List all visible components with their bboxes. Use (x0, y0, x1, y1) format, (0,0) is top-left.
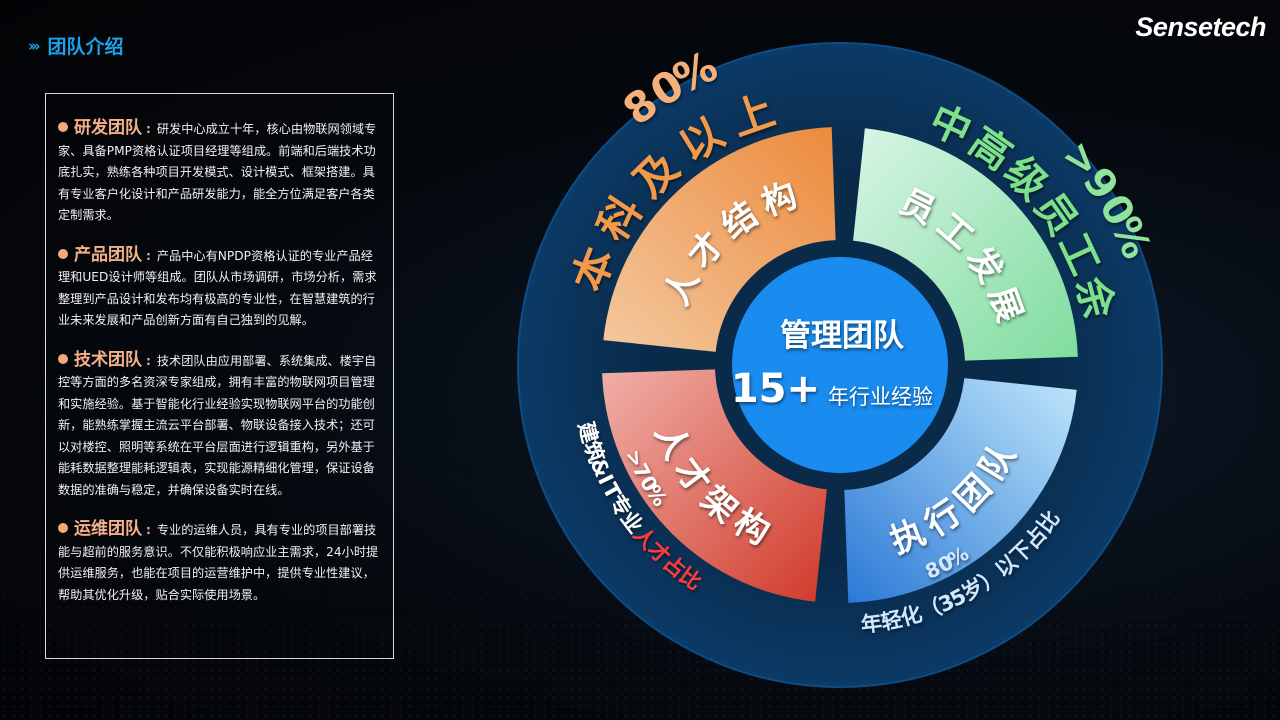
center-title: 管理团队 (780, 318, 905, 354)
center-circle (732, 257, 948, 473)
team-desc: 专业的运维人员，具有专业的项目部署技能与超前的服务意识。不仅能积极响应业主需求，… (58, 523, 379, 602)
team-desc: 研发中心成立十年，核心由物联网领域专家、具备PMP资格认证项目经理等组成。前端和… (58, 122, 377, 222)
page-title-text: 团队介绍 (47, 36, 124, 58)
segment-employee-development (853, 128, 1078, 361)
team-name: 研发团队 (74, 118, 142, 138)
team-desc: 技术团队由应用部署、系统集成、楼宇自控等方面的多名资深专家组成，拥有丰富的物联网… (58, 353, 377, 497)
triple-chevron-icon: ››› (28, 36, 40, 55)
team-item: 运维团队: 专业的运维人员，具有专业的项目部署技能与超前的服务意识。不仅能积极响应… (58, 519, 379, 602)
bullet-icon (58, 353, 68, 364)
team-item: 产品团队: 产品中心有NPDP资格认证的专业产品经理和UED设计师等组成。团队从市… (58, 244, 377, 328)
team-name: 产品团队 (74, 244, 142, 265)
team-item: 技术团队: 技术团队由应用部署、系统集成、楼宇自控等方面的多名资深专家组成，拥有丰… (58, 349, 377, 497)
team-name: 运维团队 (74, 519, 142, 539)
glyph: 年 (860, 611, 884, 637)
center-number: 15+ (731, 366, 820, 412)
segment-talent-framework (602, 369, 827, 602)
team-desc: 产品中心有NPDP资格认证的专业产品经理和UED设计师等组成。团队从市场调研，市… (58, 248, 377, 328)
bullet-icon (58, 523, 68, 533)
bullet-icon (58, 122, 68, 132)
team-item: 研发团队: 研发中心成立十年，核心由物联网领域专家、具备PMP资格认证项目经理等组… (58, 118, 377, 222)
team-description-panel: 研发团队: 研发中心成立十年，核心由物联网领域专家、具备PMP资格认证项目经理等组… (45, 93, 394, 659)
center-suffix: 年行业经验 (828, 385, 933, 409)
bullet-icon (58, 248, 68, 259)
page-title: ››› 团队介绍 (28, 32, 124, 59)
logo: Sensetech (1135, 12, 1266, 42)
team-name: 技术团队 (74, 349, 142, 370)
glyph: 轻 (879, 607, 904, 635)
segment-execution-team (844, 378, 1077, 603)
segment-talent-structure (603, 127, 836, 352)
